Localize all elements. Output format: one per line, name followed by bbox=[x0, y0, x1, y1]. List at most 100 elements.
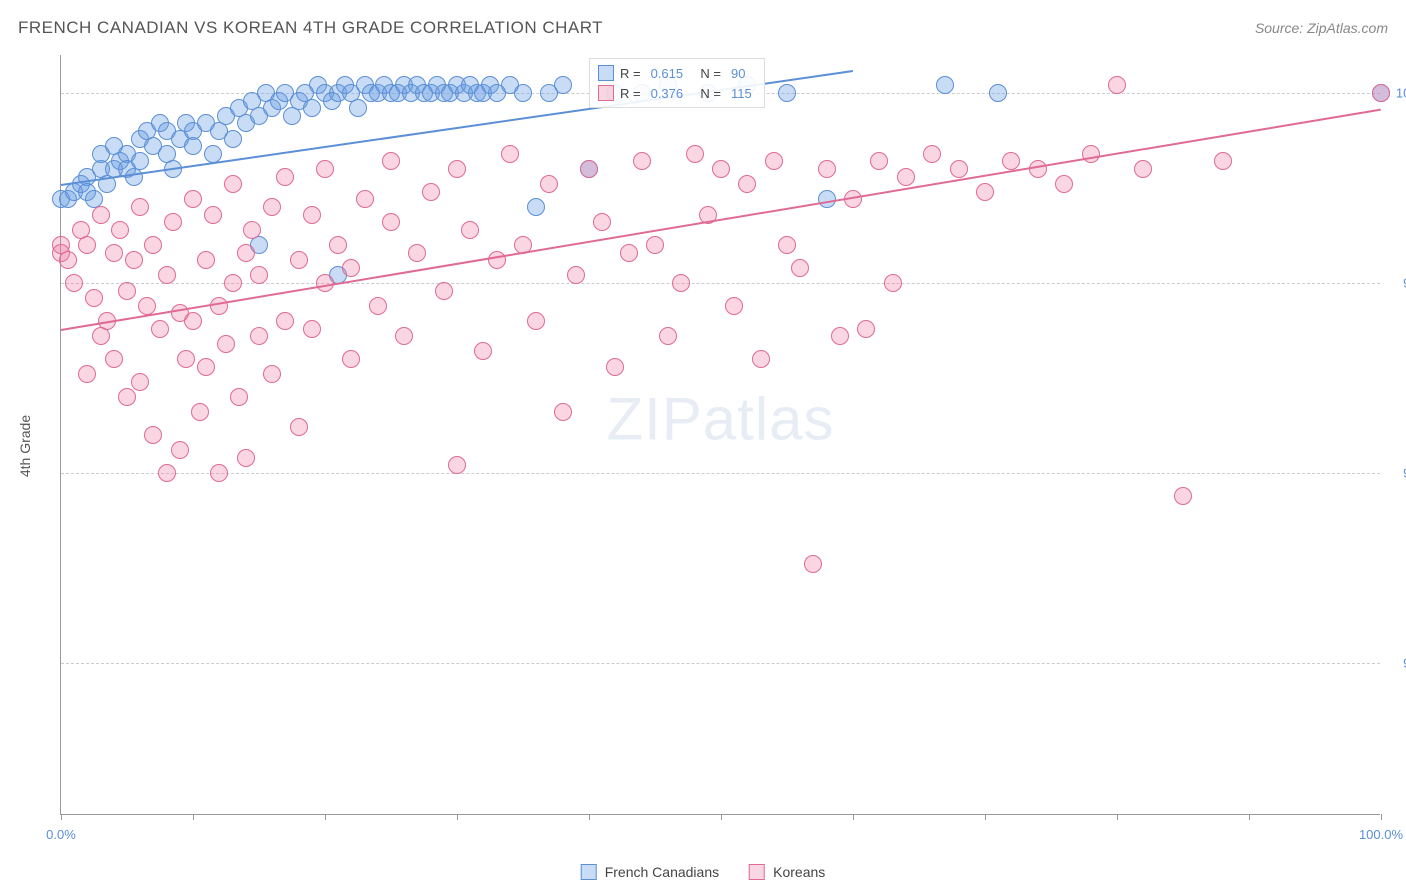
scatter-point bbox=[224, 175, 242, 193]
scatter-point bbox=[474, 342, 492, 360]
scatter-point bbox=[1372, 84, 1390, 102]
scatter-point bbox=[210, 464, 228, 482]
legend-n-label: N = bbox=[693, 86, 721, 101]
chart-header: FRENCH CANADIAN VS KOREAN 4TH GRADE CORR… bbox=[18, 18, 1388, 38]
scatter-point bbox=[382, 213, 400, 231]
scatter-point bbox=[290, 251, 308, 269]
scatter-point bbox=[1174, 487, 1192, 505]
x-tick bbox=[721, 814, 722, 820]
scatter-point bbox=[125, 251, 143, 269]
scatter-point bbox=[276, 168, 294, 186]
x-tick bbox=[589, 814, 590, 820]
scatter-point bbox=[184, 190, 202, 208]
scatter-point bbox=[250, 266, 268, 284]
scatter-point bbox=[936, 76, 954, 94]
y-axis-label: 4th Grade bbox=[17, 415, 33, 477]
x-tick-label: 0.0% bbox=[46, 827, 76, 842]
legend-r-value: 0.376 bbox=[651, 86, 684, 101]
scatter-point bbox=[725, 297, 743, 315]
scatter-point bbox=[342, 350, 360, 368]
scatter-point bbox=[659, 327, 677, 345]
x-tick bbox=[193, 814, 194, 820]
scatter-point bbox=[131, 152, 149, 170]
scatter-point bbox=[408, 244, 426, 262]
scatter-point bbox=[230, 388, 248, 406]
plot-area: ZIPatlas 100.0%97.5%95.0%92.5%0.0%100.0%… bbox=[60, 55, 1380, 815]
x-tick bbox=[985, 814, 986, 820]
scatter-point bbox=[382, 152, 400, 170]
scatter-point bbox=[197, 251, 215, 269]
scatter-point bbox=[237, 244, 255, 262]
scatter-point bbox=[422, 183, 440, 201]
scatter-point bbox=[884, 274, 902, 292]
stats-legend-row: R =0.376 N =115 bbox=[598, 83, 756, 103]
y-tick-label: 92.5% bbox=[1385, 656, 1406, 671]
x-tick bbox=[853, 814, 854, 820]
scatter-point bbox=[276, 312, 294, 330]
scatter-point bbox=[197, 358, 215, 376]
x-tick bbox=[457, 814, 458, 820]
scatter-point bbox=[686, 145, 704, 163]
x-tick bbox=[1117, 814, 1118, 820]
scatter-point bbox=[184, 312, 202, 330]
scatter-point bbox=[435, 282, 453, 300]
scatter-point bbox=[329, 236, 347, 254]
scatter-point bbox=[448, 456, 466, 474]
legend-swatch bbox=[598, 65, 614, 81]
scatter-point bbox=[923, 145, 941, 163]
y-tick-label: 97.5% bbox=[1385, 276, 1406, 291]
trend-line bbox=[61, 108, 1381, 330]
chart-source: Source: ZipAtlas.com bbox=[1255, 20, 1388, 36]
scatter-point bbox=[303, 206, 321, 224]
legend-n-label: N = bbox=[693, 66, 721, 81]
y-tick-label: 95.0% bbox=[1385, 466, 1406, 481]
scatter-point bbox=[78, 365, 96, 383]
x-tick bbox=[325, 814, 326, 820]
scatter-point bbox=[501, 145, 519, 163]
scatter-point bbox=[210, 297, 228, 315]
legend-r-value: 0.615 bbox=[651, 66, 684, 81]
scatter-point bbox=[448, 160, 466, 178]
scatter-point bbox=[738, 175, 756, 193]
scatter-point bbox=[59, 251, 77, 269]
scatter-point bbox=[395, 327, 413, 345]
scatter-point bbox=[158, 266, 176, 284]
scatter-point bbox=[303, 99, 321, 117]
scatter-point bbox=[342, 259, 360, 277]
scatter-point bbox=[804, 555, 822, 573]
scatter-point bbox=[356, 190, 374, 208]
bottom-legend-item: French Canadians bbox=[581, 864, 719, 880]
x-tick bbox=[61, 814, 62, 820]
scatter-point bbox=[593, 213, 611, 231]
x-tick bbox=[1249, 814, 1250, 820]
legend-r-label: R = bbox=[620, 86, 641, 101]
scatter-point bbox=[461, 221, 479, 239]
scatter-point bbox=[818, 160, 836, 178]
scatter-point bbox=[606, 358, 624, 376]
scatter-point bbox=[349, 99, 367, 117]
watermark: ZIPatlas bbox=[606, 385, 834, 454]
scatter-point bbox=[633, 152, 651, 170]
scatter-point bbox=[554, 76, 572, 94]
scatter-point bbox=[1029, 160, 1047, 178]
scatter-point bbox=[1002, 152, 1020, 170]
scatter-point bbox=[831, 327, 849, 345]
scatter-point bbox=[263, 198, 281, 216]
scatter-point bbox=[712, 160, 730, 178]
scatter-point bbox=[1055, 175, 1073, 193]
scatter-point bbox=[316, 160, 334, 178]
scatter-point bbox=[224, 130, 242, 148]
scatter-point bbox=[131, 198, 149, 216]
scatter-point bbox=[527, 198, 545, 216]
scatter-point bbox=[138, 297, 156, 315]
watermark-bold: ZIP bbox=[606, 386, 702, 453]
scatter-point bbox=[752, 350, 770, 368]
bottom-legend-label: Koreans bbox=[773, 864, 825, 880]
scatter-point bbox=[144, 426, 162, 444]
gridline bbox=[61, 663, 1380, 664]
scatter-point bbox=[144, 236, 162, 254]
scatter-point bbox=[488, 251, 506, 269]
legend-swatch bbox=[581, 864, 597, 880]
legend-swatch bbox=[598, 85, 614, 101]
scatter-point bbox=[567, 266, 585, 284]
